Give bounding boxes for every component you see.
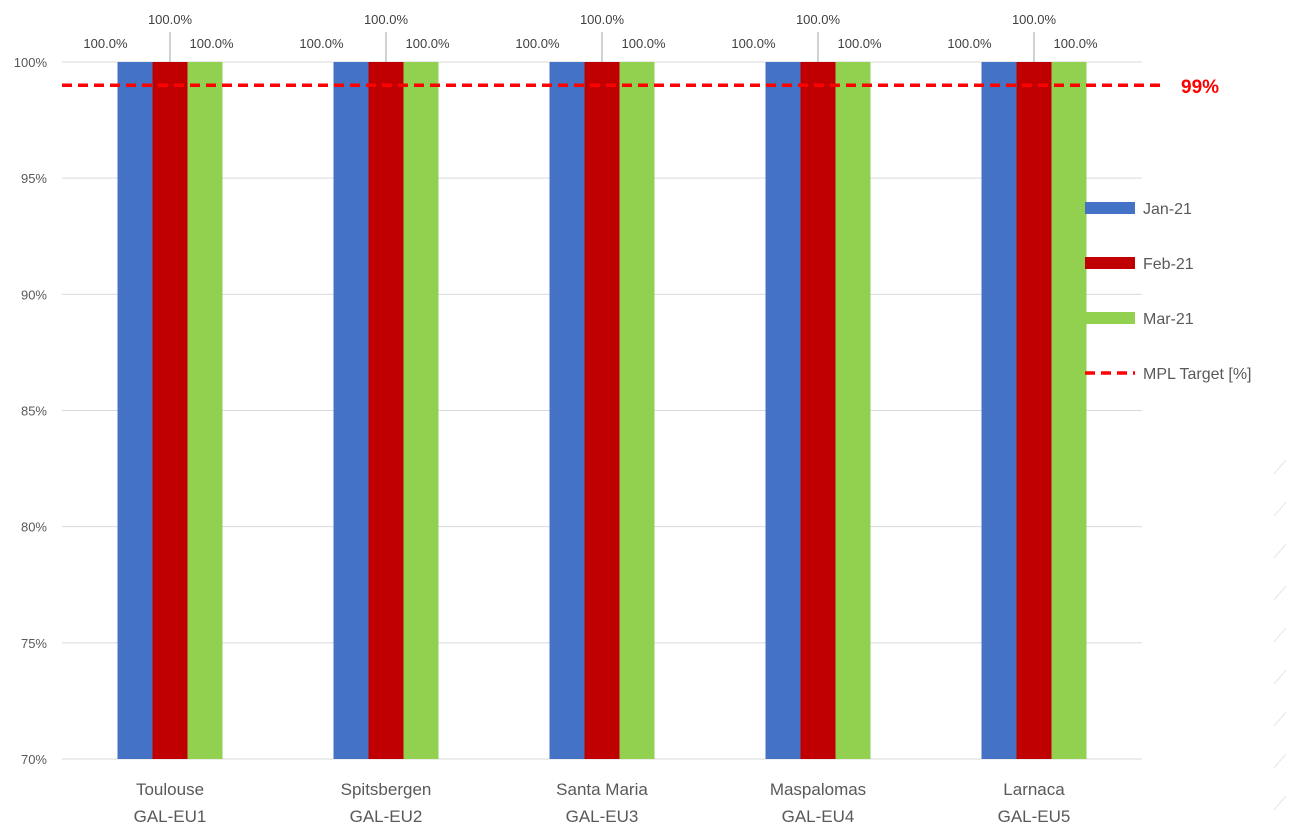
x-category-sublabel: GAL-EU3 bbox=[566, 807, 639, 826]
x-category-label: Maspalomas bbox=[770, 780, 866, 799]
data-label: 100.0% bbox=[515, 36, 560, 51]
legend: Jan-21 Feb-21 Mar-21 MPL Target [%] bbox=[1085, 201, 1252, 383]
data-label: 100.0% bbox=[1054, 36, 1099, 51]
data-label: 100.0% bbox=[1012, 12, 1057, 27]
data-labels: 100.0% 100.0% 100.0% 100.0% 100.0% 100.0% 100.… bbox=[83, 12, 1098, 51]
data-label: 100.0% bbox=[406, 36, 451, 51]
data-label: 100.0% bbox=[580, 12, 625, 27]
x-category-label: Spitsbergen bbox=[341, 780, 432, 799]
y-tick-label: 80% bbox=[21, 520, 47, 535]
y-tick-label: 70% bbox=[21, 752, 47, 767]
data-label: 100.0% bbox=[190, 36, 235, 51]
bar bbox=[800, 62, 836, 759]
legend-label: Mar-21 bbox=[1143, 311, 1194, 328]
y-tick-label: 100% bbox=[14, 55, 48, 70]
legend-label: Feb-21 bbox=[1143, 256, 1194, 273]
x-category-sublabel: GAL-EU5 bbox=[998, 807, 1071, 826]
legend-swatch bbox=[1085, 202, 1135, 214]
x-category-sublabel: GAL-EU2 bbox=[350, 807, 423, 826]
data-label: 100.0% bbox=[731, 36, 776, 51]
bar bbox=[584, 62, 620, 759]
x-category-label: Toulouse bbox=[136, 780, 204, 799]
bar bbox=[1051, 62, 1087, 759]
data-label: 100.0% bbox=[796, 12, 841, 27]
bar bbox=[1016, 62, 1052, 759]
bar bbox=[549, 62, 585, 759]
data-label: 100.0% bbox=[148, 12, 193, 27]
x-category-sublabel: GAL-EU4 bbox=[782, 807, 855, 826]
data-label-leader-lines bbox=[169, 32, 1035, 62]
data-label: 100.0% bbox=[622, 36, 667, 51]
bar bbox=[117, 62, 153, 759]
x-category-label: Larnaca bbox=[1003, 780, 1065, 799]
legend-swatch bbox=[1085, 312, 1135, 324]
data-label: 100.0% bbox=[838, 36, 883, 51]
x-category-sublabel: GAL-EU1 bbox=[134, 807, 207, 826]
legend-swatch bbox=[1085, 257, 1135, 269]
target-value-label: 99% bbox=[1181, 77, 1219, 98]
y-tick-label: 75% bbox=[21, 636, 47, 651]
y-tick-label: 85% bbox=[21, 404, 47, 419]
decorative-stripes bbox=[1273, 459, 1287, 811]
x-axis-category-labels: Toulouse GAL-EU1 Spitsbergen GAL-EU2 Santa M… bbox=[134, 780, 1071, 826]
y-tick-label: 95% bbox=[21, 171, 47, 186]
bar bbox=[981, 62, 1017, 759]
y-axis-tick-labels: 70% 75% 80% 85% 90% 95% 100% bbox=[14, 55, 48, 767]
legend-label: Jan-21 bbox=[1143, 201, 1192, 218]
bar bbox=[619, 62, 655, 759]
bar bbox=[152, 62, 188, 759]
bar bbox=[187, 62, 223, 759]
x-category-label: Santa Maria bbox=[556, 780, 648, 799]
bar bbox=[368, 62, 404, 759]
data-label: 100.0% bbox=[83, 36, 128, 51]
data-label: 100.0% bbox=[299, 36, 344, 51]
bar bbox=[333, 62, 369, 759]
bar bbox=[403, 62, 439, 759]
data-label: 100.0% bbox=[364, 12, 409, 27]
bars bbox=[117, 62, 1087, 759]
data-label: 100.0% bbox=[947, 36, 992, 51]
y-tick-label: 90% bbox=[21, 287, 47, 302]
target-line-group: 99% bbox=[62, 77, 1219, 98]
bar bbox=[765, 62, 801, 759]
bar bbox=[835, 62, 871, 759]
legend-label: MPL Target [%] bbox=[1143, 366, 1252, 383]
